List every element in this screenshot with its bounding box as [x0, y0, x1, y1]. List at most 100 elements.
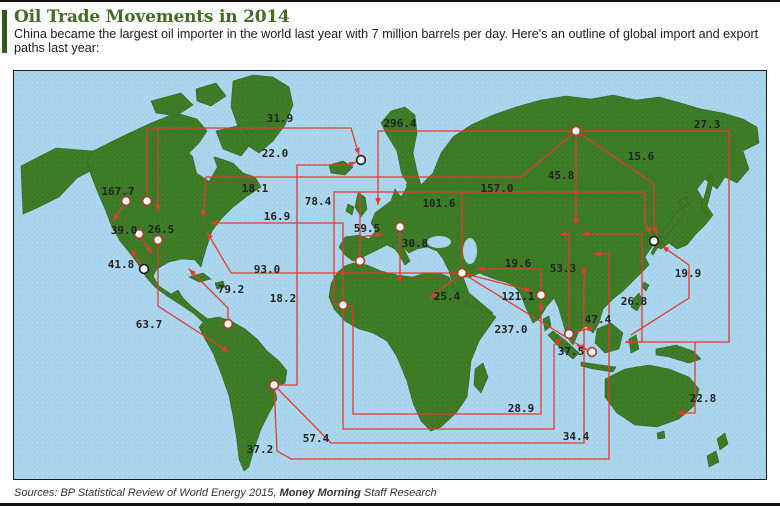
- flow-label-brazil-to-china: 57.4: [303, 432, 330, 445]
- continents: [20, 74, 760, 472]
- trade-nodes: [120, 125, 660, 391]
- flow-line-russia-to-europe: [377, 130, 576, 205]
- flow-label-malaysia-to-borneo: 47.4: [585, 313, 612, 326]
- trade-node-brazil: [268, 379, 280, 391]
- flow-arrowhead-pacific-to-australia: [677, 410, 684, 416]
- island-britain: [354, 192, 368, 218]
- island-madagascar: [473, 362, 489, 394]
- flow-label-canada-to-europe: 31.9: [267, 112, 294, 125]
- flow-arrowhead-venezuela-to-us: [189, 269, 196, 276]
- flow-label-asia-to-mideast: 19.6: [505, 257, 532, 270]
- flow-line-asia-to-mideast: [477, 268, 542, 295]
- trade-node-mexico: [138, 263, 150, 275]
- flow-line-russia-pacific-to-indonesia: [576, 130, 730, 343]
- flow-label-mideast-to-india: 121.1: [501, 290, 534, 303]
- title-accent-bar: [2, 10, 7, 53]
- flow-line-indonesia-to-china: [582, 233, 643, 342]
- flow-label-brazil-to-china-coast: 37.2: [247, 443, 274, 456]
- flow-label-west-africa-to-india: 28.9: [508, 402, 535, 415]
- trade-node-north-sea: [355, 154, 367, 166]
- flow-arrowhead-europe-to-north-africa: [397, 275, 403, 282]
- flow-label-indonesia-to-japan: 19.9: [675, 267, 702, 280]
- flow-arrowhead-brazil-to-china-coast: [594, 251, 601, 257]
- trade-node-us-central: [152, 234, 164, 246]
- trade-node-venezuela: [222, 318, 234, 330]
- flow-label-north-africa-to-europe: 59.5: [354, 222, 381, 235]
- trade-node-india: [535, 289, 547, 301]
- flow-label-brazil-atlantic-to-europe: 22.0: [262, 147, 289, 160]
- continent-alaska: [20, 147, 99, 215]
- flow-label-russia-pacific-to-indonesia: 27.3: [694, 118, 721, 131]
- page-subtitle: China became the largest oil importer in…: [14, 27, 759, 55]
- island-taiwan: [641, 281, 650, 292]
- flow-line-mideast-to-india: [461, 272, 533, 292]
- flow-arrowhead-west-africa-to-us: [211, 220, 218, 226]
- island-sakhalin: [700, 173, 715, 214]
- flow-arrowhead-asia-to-mideast: [477, 266, 484, 272]
- flow-arrowhead-north-africa-to-europe: [375, 232, 383, 238]
- caspian-sea: [463, 238, 477, 264]
- flow-label-pacific-to-australia: 22.8: [690, 392, 717, 405]
- flow-arrowhead-malaysia-to-borneo: [586, 326, 594, 332]
- flow-label-us-to-south-america: 63.7: [136, 318, 163, 331]
- page-title: Oil Trade Movements in 2014: [14, 7, 290, 27]
- flow-line-russia-to-us-east: [202, 130, 577, 219]
- island-ireland: [345, 203, 355, 216]
- flow-label-russia-to-europe: 296.4: [383, 117, 416, 130]
- flow-arrowhead-mideast-to-us: [207, 232, 213, 240]
- flow-label-west-africa-to-malaysia: 34.4: [563, 430, 590, 443]
- flow-arrowhead-russia-to-us-east: [200, 210, 207, 218]
- flow-line-us-to-south-america: [157, 240, 230, 353]
- flow-label-indonesia-local: 37.5: [558, 345, 585, 358]
- flow-label-mexico-to-us: 41.8: [108, 258, 135, 271]
- flow-line-mideast-to-us: [206, 231, 462, 274]
- trade-node-north-africa: [354, 255, 366, 267]
- flow-label-russia-to-china: 45.8: [548, 169, 575, 182]
- flow-line-brazil-to-china: [273, 266, 585, 444]
- island-sumatra: [547, 330, 580, 360]
- inland-seas: [193, 145, 477, 264]
- islands-arctic: [150, 82, 254, 157]
- trade-node-west-africa: [337, 299, 349, 311]
- flow-arrowhead-brazil-atlantic-to-europe: [348, 162, 356, 168]
- trade-node-canada-east: [141, 195, 153, 207]
- flow-arrowhead-brazil-to-china: [581, 266, 587, 273]
- flow-label-mideast-to-africa: 25.4: [434, 290, 461, 303]
- flow-line-venezuela-to-us: [188, 268, 229, 324]
- sources-prefix: Sources: BP Statistical Review of World …: [14, 487, 280, 499]
- world-map: 31.9 18.2 22.0 18.1 296.4 27.3 15.6 45.8 157.0 10…: [14, 71, 766, 479]
- flow-arrowhead-west-africa-to-india: [538, 302, 544, 309]
- flow-arrowhead-us-internal: [145, 246, 152, 254]
- island-cuba: [188, 272, 212, 283]
- flow-label-mideast-to-japan-corridor: 157.0: [480, 182, 513, 195]
- flow-label-west-africa-to-us: 16.9: [264, 210, 291, 223]
- hudson-bay: [193, 145, 217, 181]
- flow-arrowhead-canada-to-us: [155, 205, 161, 212]
- flow-arrowhead-canada-internal: [113, 213, 120, 221]
- continent-south-america: [198, 316, 288, 472]
- world-map-frame: 31.9 18.2 22.0 18.1 296.4 27.3 15.6 45.8 157.0 10…: [13, 70, 767, 480]
- trade-node-malaysia: [563, 328, 575, 340]
- flow-arrowhead-mideast-to-africa: [430, 291, 438, 298]
- flow-arrowhead-us-to-south-america: [221, 345, 229, 352]
- trade-node-central-europe: [394, 221, 406, 233]
- flow-label-north-africa-to-corridor: 101.6: [422, 197, 455, 210]
- flow-arrowhead-indonesia-to-china: [582, 231, 589, 237]
- flow-label-canada-to-us: 167.7: [101, 185, 134, 198]
- flow-arrowhead-mideast-to-japan-corridor: [645, 226, 651, 234]
- flow-line-indonesia-to-japan: [630, 245, 690, 336]
- islands-philippines: [630, 292, 644, 312]
- flow-arrowhead-russia-to-europe: [375, 198, 381, 205]
- flow-label-russia-to-us-east: 18.1: [242, 182, 269, 195]
- flow-arrowhead-malaysia-to-china: [560, 231, 567, 237]
- island-java: [580, 361, 617, 373]
- flow-arrowhead-mexico-to-us: [131, 249, 138, 257]
- flow-line-west-africa-to-india: [342, 302, 542, 415]
- black-sea: [427, 236, 451, 248]
- flow-label-west-africa-to-corridor: 78.4: [305, 195, 332, 208]
- page-top-rule: [0, 0, 780, 2]
- flow-line-brazil-to-china-coast: [273, 253, 610, 460]
- flow-line-west-africa-to-us: [211, 222, 344, 305]
- trade-node-japan: [648, 235, 660, 247]
- sources-suffix: Staff Research: [360, 487, 437, 499]
